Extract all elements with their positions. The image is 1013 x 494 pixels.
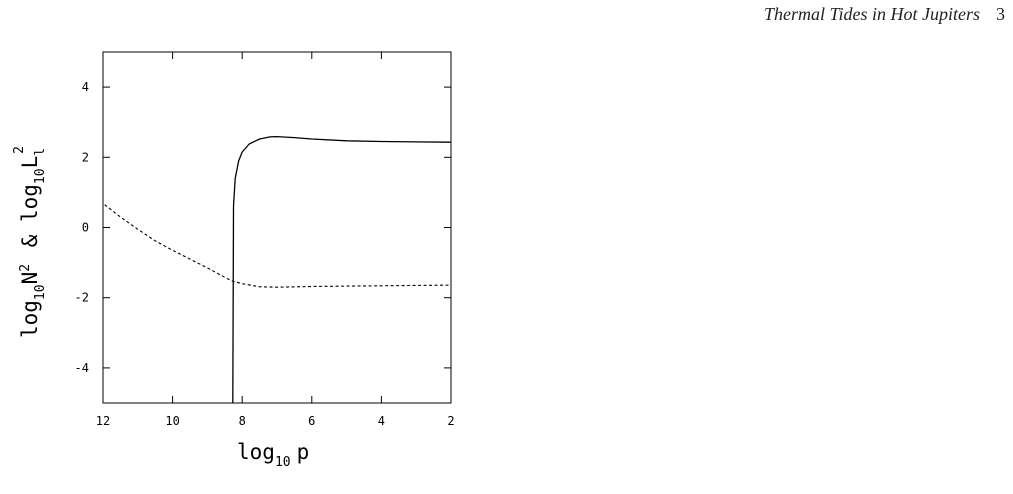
tick-labels: 12 10 8 6 4 2 -4 -2 0 2 4 (75, 80, 455, 428)
page-number: 3 (996, 4, 1005, 24)
plot-frame (102, 51, 452, 404)
y-tick-label: 4 (82, 80, 89, 94)
running-title: Thermal Tides in Hot Jupiters (763, 4, 980, 24)
x-axis-label: log10 p (237, 440, 309, 470)
x-tick-label: 6 (308, 414, 315, 428)
y-tick-label: -4 (75, 361, 89, 375)
y-tick-label: 2 (82, 150, 89, 164)
x-tick-label: 4 (378, 414, 385, 428)
x-tick-label: 8 (239, 414, 246, 428)
x-tick-label: 12 (96, 414, 110, 428)
series-line-dashed (104, 204, 452, 288)
x-tick-label: 2 (447, 414, 454, 428)
x-tick-label: 10 (165, 414, 179, 428)
running-head: Thermal Tides in Hot Jupiters 3 (764, 4, 1005, 25)
series-layer (104, 135, 452, 404)
y-tick-label: -2 (75, 291, 89, 305)
y-tick-label: 0 (82, 221, 89, 235)
y-axis-label: log10N2 & log10Ll2 (12, 146, 48, 338)
series-line-solid (232, 135, 452, 404)
tick-marks (102, 52, 452, 403)
